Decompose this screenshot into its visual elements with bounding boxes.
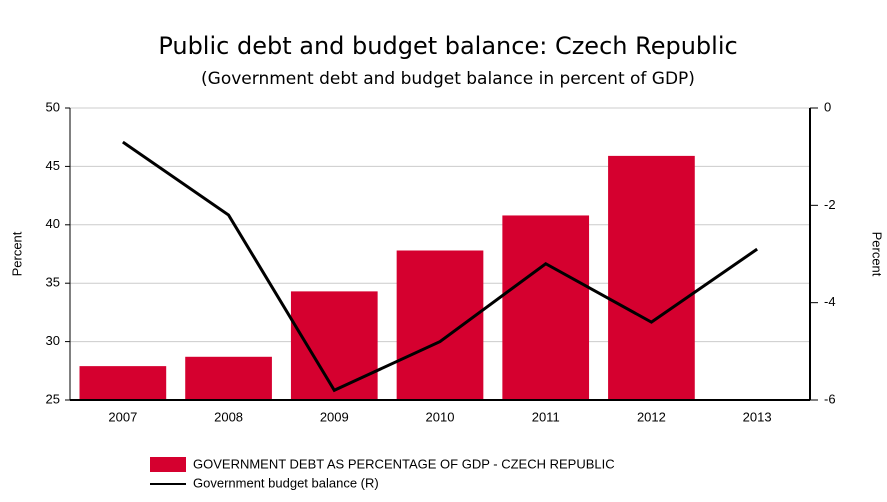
x-tick-label: 2009 xyxy=(320,409,349,424)
legend-label: Government budget balance (R) xyxy=(193,475,379,490)
y2-tick-label: 0 xyxy=(824,99,831,114)
bar xyxy=(79,366,167,400)
y-tick-label: 25 xyxy=(46,391,60,406)
bar xyxy=(502,215,590,400)
y2-axis-label: Percent xyxy=(870,232,885,277)
bar xyxy=(396,250,484,400)
y-tick-label: 45 xyxy=(46,158,60,173)
y-axis-label: Percent xyxy=(9,231,24,276)
y-tick-label: 40 xyxy=(46,216,60,231)
y-tick-label: 30 xyxy=(46,333,60,348)
bar xyxy=(290,291,378,400)
chart-subtitle: (Government debt and budget balance in p… xyxy=(201,69,695,89)
chart-title: Public debt and budget balance: Czech Re… xyxy=(158,32,737,60)
line xyxy=(122,140,758,393)
x-tick-label: 2010 xyxy=(426,409,455,424)
legend-label: GOVERNMENT DEBT AS PERCENTAGE OF GDP - C… xyxy=(193,456,615,471)
y2-tick-label: -6 xyxy=(824,391,836,406)
y2-tick-label: -2 xyxy=(824,197,836,212)
y-tick-label: 35 xyxy=(46,275,60,290)
x-tick-label: 2008 xyxy=(214,409,243,424)
legend-swatch xyxy=(150,457,186,472)
y2-tick-label: -4 xyxy=(824,294,836,309)
bar xyxy=(185,356,272,400)
x-tick-label: 2012 xyxy=(637,409,666,424)
x-tick-label: 2007 xyxy=(108,409,137,424)
x-tick-label: 2011 xyxy=(532,409,560,424)
y-tick-label: 50 xyxy=(46,99,60,114)
bar xyxy=(608,155,695,400)
x-tick-label: 2013 xyxy=(743,409,772,424)
